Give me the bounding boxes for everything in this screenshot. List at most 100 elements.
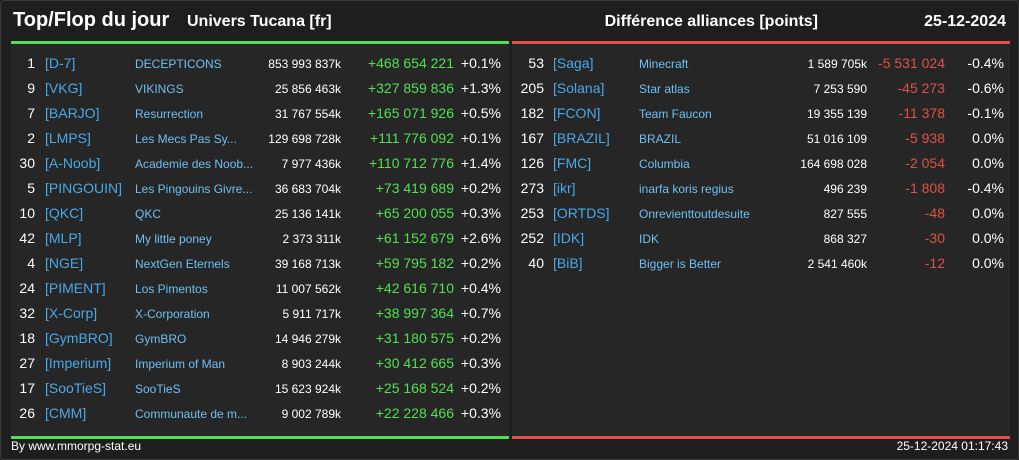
points-diff-cell: +22 228 466	[375, 405, 454, 421]
alliance-name-link[interactable]: Team Faucon	[639, 107, 712, 121]
total-points-cell: 8 903 244k	[281, 357, 341, 371]
alliance-tag-link[interactable]: [QKC]	[45, 205, 84, 221]
alliance-tag-link[interactable]: [FMC]	[553, 155, 592, 171]
table-row: 24 [PIMENT] Los Pimentos 11 007 562k +42 616…	[11, 276, 509, 301]
alliance-tag-link[interactable]: [MLP]	[45, 230, 82, 246]
alliance-name-link[interactable]: IDK	[639, 232, 660, 246]
rank-cell: 17	[19, 380, 35, 396]
alliance-tag-link[interactable]: [IDK]	[553, 230, 585, 246]
rank-cell: 32	[19, 305, 35, 321]
rank-cell: 126	[520, 155, 544, 171]
alliance-name-link[interactable]: BRAZIL	[639, 132, 682, 146]
percent-change-cell: +0.4%	[460, 280, 501, 296]
alliance-name-link[interactable]: SooTieS	[135, 382, 181, 396]
table-row: 10 [QKC] QKC 25 136 141k +65 200 055 +0.3%	[11, 201, 509, 226]
percent-change-cell: 0.0%	[972, 205, 1004, 221]
alliance-name-link[interactable]: Academie des Noob...	[135, 157, 254, 171]
alliance-tag-link[interactable]: [PIMENT]	[45, 280, 106, 296]
points-diff-cell: +61 152 679	[375, 230, 454, 246]
alliance-tag-link[interactable]: [BRAZIL]	[553, 130, 610, 146]
total-points-cell: 164 698 028	[800, 157, 867, 171]
alliance-name-link[interactable]: Minecraft	[639, 57, 689, 71]
alliance-tag-link[interactable]: [LMPS]	[45, 130, 91, 146]
alliance-tag-link[interactable]: [A-Noob]	[45, 155, 101, 171]
rank-cell: 167	[520, 130, 544, 146]
alliance-name-link[interactable]: Resurrection	[135, 107, 204, 121]
alliance-tag-link[interactable]: [ikr]	[553, 180, 576, 196]
total-points-cell: 868 327	[823, 232, 867, 246]
metric-label: Différence alliances [points]	[604, 13, 818, 30]
rank-cell: 5	[27, 180, 35, 196]
percent-change-cell: -0.4%	[967, 55, 1004, 71]
alliance-tag-link[interactable]: [D-7]	[45, 55, 76, 71]
alliance-name-link[interactable]: QKC	[135, 207, 162, 221]
rank-cell: 26	[19, 405, 35, 421]
rank-cell: 1	[27, 55, 35, 71]
points-diff-cell: -12	[924, 255, 945, 271]
alliance-name-link[interactable]: Les Pingouins Givre...	[135, 182, 253, 196]
percent-change-cell: +0.1%	[460, 130, 501, 146]
source-credit: By www.mmorpg-stat.eu	[11, 439, 142, 453]
alliance-name-link[interactable]: Columbia	[639, 157, 690, 171]
alliance-tag-link[interactable]: [NGE]	[45, 255, 84, 271]
alliance-name-link[interactable]: GymBRO	[135, 332, 187, 346]
alliance-name-link[interactable]: Bigger is Better	[639, 257, 722, 271]
alliance-name-link[interactable]: Star atlas	[639, 82, 690, 96]
rank-cell: 182	[520, 105, 544, 121]
alliance-tag-link[interactable]: [Solana]	[553, 80, 605, 96]
points-diff-cell: +25 168 524	[375, 380, 454, 396]
alliance-name-link[interactable]: Los Pimentos	[135, 282, 208, 296]
total-points-cell: 1 589 705k	[807, 57, 867, 71]
alliance-tag-link[interactable]: [ORTDS]	[553, 205, 610, 221]
rank-cell: 253	[520, 205, 544, 221]
alliance-name-link[interactable]: Onrevienttoutdesuite	[639, 207, 750, 221]
alliance-name-link[interactable]: X-Corporation	[135, 307, 210, 321]
alliance-name-link[interactable]: My little poney	[135, 232, 212, 246]
points-diff-cell: +42 616 710	[375, 280, 454, 296]
total-points-cell: 31 767 554k	[274, 107, 341, 121]
points-diff-cell: -11 378	[898, 105, 945, 121]
points-diff-cell: +59 795 182	[375, 255, 454, 271]
rank-cell: 9	[27, 80, 35, 96]
percent-change-cell: +0.2%	[460, 255, 501, 271]
percent-change-cell: +0.1%	[460, 55, 501, 71]
percent-change-cell: +0.3%	[460, 405, 501, 421]
table-row: 32 [X-Corp] X-Corporation 5 911 717k +38 997…	[11, 301, 509, 326]
total-points-cell: 25 136 141k	[274, 207, 341, 221]
total-points-cell: 2 541 460k	[807, 257, 867, 271]
alliance-name-link[interactable]: Les Mecs Pas Sy...	[135, 132, 237, 146]
total-points-cell: 39 168 713k	[274, 257, 341, 271]
alliance-tag-link[interactable]: [X-Corp]	[45, 305, 98, 321]
alliance-tag-link[interactable]: [BiB]	[553, 255, 583, 271]
alliance-tag-link[interactable]: [CMM]	[45, 405, 87, 421]
alliance-name-link[interactable]: Imperium of Man	[135, 357, 226, 371]
points-diff-cell: +165 071 926	[367, 105, 454, 121]
rank-cell: 53	[528, 55, 544, 71]
total-points-cell: 11 007 562k	[275, 282, 341, 296]
alliance-name-link[interactable]: VIKINGS	[135, 82, 184, 96]
alliance-tag-link[interactable]: [Imperium]	[45, 355, 112, 371]
table-row: 17 [SooTieS] SooTieS 15 623 924k +25 168 524…	[11, 376, 509, 401]
alliance-tag-link[interactable]: [PINGOUIN]	[45, 180, 123, 196]
percent-change-cell: +1.4%	[460, 155, 501, 171]
alliance-name-link[interactable]: NextGen Eternels	[135, 257, 230, 271]
rank-cell: 40	[528, 255, 544, 271]
alliance-tag-link[interactable]: [GymBRO]	[45, 330, 113, 346]
alliance-name-link[interactable]: Communaute de m...	[135, 407, 248, 421]
total-points-cell: 7 253 590	[813, 82, 867, 96]
points-diff-cell: -1 808	[905, 180, 945, 196]
alliance-tag-link[interactable]: [FCON]	[553, 105, 601, 121]
points-diff-cell: +31 180 575	[375, 330, 454, 346]
alliance-name-link[interactable]: inarfa koris regius	[639, 182, 734, 196]
alliance-tag-link[interactable]: [VKG]	[45, 80, 83, 96]
points-diff-cell: +30 412 665	[375, 355, 454, 371]
alliance-tag-link[interactable]: [BARJO]	[45, 105, 100, 121]
rank-cell: 252	[520, 230, 544, 246]
alliance-tag-link[interactable]: [SooTieS]	[45, 380, 106, 396]
universe-label: Univers Tucana [fr]	[187, 13, 332, 30]
alliance-tag-link[interactable]: [Saga]	[553, 55, 594, 71]
percent-change-cell: +0.3%	[460, 355, 501, 371]
table-row: 5 [PINGOUIN] Les Pingouins Givre... 36 683 …	[11, 176, 509, 201]
alliance-name-link[interactable]: DECEPTICONS	[135, 57, 222, 71]
